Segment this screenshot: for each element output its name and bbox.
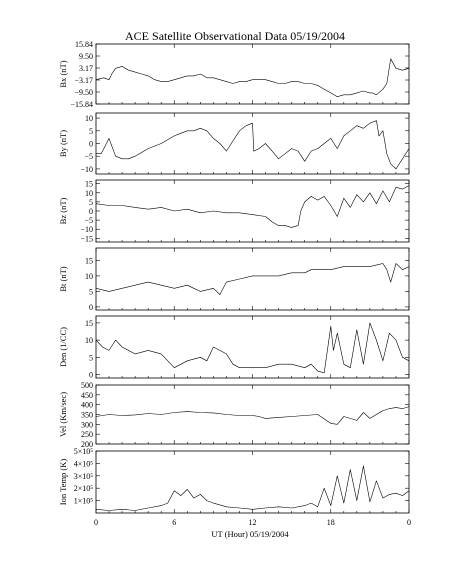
series-line [95, 263, 410, 295]
y-axis-label: Vel (Km/sec) [58, 392, 68, 437]
y-tick-label: 5 [89, 198, 93, 207]
y-tick-label: 500 [81, 381, 93, 390]
y-tick-label: 0 [89, 140, 93, 149]
x-tick-label: 0 [94, 518, 98, 527]
y-tick-label: 2×10⁵ [74, 484, 94, 493]
y-tick-label: −15.84 [70, 100, 93, 109]
y-tick-label: 5 [89, 127, 93, 136]
y-axis-label: Den (1/CC) [58, 327, 68, 367]
panel-4: 15 10 5 0 Bt (nT) [58, 247, 410, 312]
y-axis-label: Bt (nT) [58, 266, 68, 291]
y-tick-label: 0 [89, 207, 93, 216]
y-tick-label: 10 [85, 189, 93, 198]
y-tick-label: 10 [85, 272, 93, 281]
panel-5: 15 10 5 0 Den (1/CC) [58, 315, 410, 380]
x-tick-label: 18 [327, 518, 335, 527]
y-tick-label: 4×10⁵ [74, 459, 94, 468]
y-tick-label: 1×10⁵ [74, 497, 94, 506]
y-tick-label: 5×10⁵ [74, 447, 94, 456]
panel-2: 10 5 0 −5 −10 By (nT) [58, 112, 410, 175]
chart-title: ACE Satellite Observational Data 05/19/2… [125, 29, 345, 43]
y-tick-label: 350 [81, 411, 93, 420]
y-tick-label: 3×10⁵ [74, 472, 94, 481]
panel-frame [95, 112, 410, 175]
panel-frame [95, 247, 410, 311]
panel-1: 15.84 9.50 3.17 −3.17 −9.50 −15.84 Bx (nT) [58, 40, 410, 109]
x-axis-label: UT (Hour) 05/19/2004 [211, 529, 289, 539]
y-tick-label: 250 [81, 430, 93, 439]
y-tick-label: 450 [81, 391, 93, 400]
y-axis-label: By (nT) [58, 130, 68, 157]
y-tick-label: 200 [81, 440, 93, 449]
y-tick-label: 0 [89, 371, 93, 380]
y-tick-label: 10 [85, 114, 93, 123]
y-tick-label: −15 [80, 234, 93, 243]
panel-frame [95, 179, 410, 243]
y-tick-label: 15 [85, 180, 93, 189]
x-tick-labels: 0 6 12 18 0 [94, 518, 411, 527]
x-tick-label: 12 [249, 518, 257, 527]
x-tick-label: 0 [407, 518, 411, 527]
series-line [95, 322, 410, 374]
panel-frame [95, 450, 410, 514]
y-tick-label: 400 [81, 401, 93, 410]
series-line [95, 406, 410, 425]
series-line [95, 58, 410, 97]
y-tick-label: 5 [89, 287, 93, 296]
y-tick-label: 0 [89, 303, 93, 312]
y-tick-label: 15 [85, 319, 93, 328]
y-tick-label: −9.50 [74, 88, 93, 97]
panel-frame [95, 43, 410, 105]
y-tick-label: 9.50 [79, 52, 93, 61]
panel-frame [95, 315, 410, 379]
y-tick-label: 10 [85, 336, 93, 345]
y-tick-label: 3.17 [79, 64, 93, 73]
y-tick-label: −10 [80, 165, 93, 174]
y-tick-label: −3.17 [74, 76, 93, 85]
y-axis-label: Bz (nT) [58, 197, 68, 224]
series-line [96, 120, 410, 170]
y-tick-label: 5 [89, 353, 93, 362]
y-axis-label: Bx (nT) [58, 60, 68, 87]
y-tick-label: −5 [84, 216, 93, 225]
series-line [95, 185, 410, 228]
x-tick-label: 6 [172, 518, 176, 527]
y-tick-label: 300 [81, 420, 93, 429]
y-tick-label: 15.84 [75, 40, 93, 49]
y-axis-label: Ion Temp (K) [58, 459, 68, 506]
y-tick-label: −10 [80, 225, 93, 234]
y-tick-label: 15 [85, 256, 93, 265]
panel-7: 5×10⁵ 4×10⁵ 3×10⁵ 2×10⁵ 1×10⁵ Ion Temp (K) [58, 447, 410, 514]
series-line [95, 465, 410, 511]
y-tick-label: −5 [84, 152, 93, 161]
